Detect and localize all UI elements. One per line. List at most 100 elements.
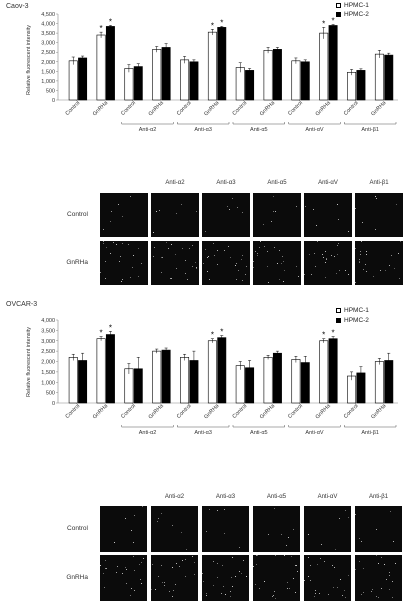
group-label: Anti-αV: [305, 430, 323, 436]
x-tick-label: GnRHa: [148, 403, 166, 421]
legend-hpmc2-bottom: HPMC-2: [336, 317, 369, 324]
micrograph-cell: [355, 555, 402, 601]
legend-swatch-hpmc2: [336, 318, 341, 323]
bar-hpmc-2: [328, 338, 338, 404]
grid-column-header: Anti-α5: [267, 180, 287, 186]
fluorescent-speckle: [100, 241, 101, 242]
bar-hpmc-2: [217, 27, 227, 101]
x-tick-label: Control: [232, 403, 249, 420]
fluorescent-speckle: [253, 506, 254, 507]
caov3-bar-chart: 0 500 1,000 1,500 2,000 2,500 3,000 3,500 4,000 4…: [26, 12, 398, 133]
legend-swatch-hpmc1: [336, 3, 341, 8]
bar-hpmc-1: [374, 53, 384, 101]
y-axis-label: Relative fluorescent intensity: [26, 327, 32, 397]
significance-star: *: [100, 329, 103, 338]
group-label: Anti-α5: [250, 127, 268, 133]
caov3-panel-label: Caov-3: [6, 3, 29, 10]
bar-hpmc-1: [263, 50, 273, 101]
micrograph-cell: [253, 506, 300, 552]
grid-column-header: Anti-α3: [215, 494, 236, 500]
micrograph-cell: [304, 241, 352, 285]
bar-hpmc-2: [272, 49, 282, 101]
bar-hpmc-1: [291, 60, 301, 101]
group-label: Anti-α3: [194, 127, 212, 133]
ovcar3-bar-chart: 0 500 1,000 1,500 2,000 2,500 3,000 3,500 4,000 R…: [26, 318, 398, 436]
fluorescent-speckle: [202, 506, 203, 507]
legend-swatch-hpmc2: [336, 12, 341, 17]
y-tick-label: 4,000: [41, 318, 55, 324]
bar-hpmc-1: [96, 338, 106, 404]
micrograph-cell: [151, 193, 199, 237]
y-tick-label: 1,000: [41, 380, 55, 386]
x-tick-label: GnRHa: [315, 403, 333, 421]
micrograph-cell: [355, 506, 402, 552]
group-label: Anti-β1: [361, 127, 379, 133]
fluorescent-speckle: [304, 241, 305, 242]
caov3-image-grid: Anti-α2 Anti-α3 Anti-α5 Anti-αV Anti-β1 Contr…: [0, 180, 406, 290]
bar-hpmc-2: [356, 70, 366, 101]
group-label: Anti-α3: [194, 430, 212, 436]
fluorescent-speckle: [253, 555, 254, 556]
bar-hpmc-1: [96, 34, 106, 101]
x-tick-label: Control: [176, 403, 193, 420]
bar-hpmc-1: [235, 365, 245, 404]
y-tick-label: 500: [46, 391, 55, 397]
ovcar3-panel-label: OVCAR-3: [6, 301, 38, 308]
grid-column-header: Anti-α3: [216, 180, 236, 186]
grid-row-header: GnRHa: [66, 574, 88, 581]
micrograph-cell: [202, 555, 249, 601]
fluorescent-speckle: [355, 506, 356, 507]
fluorescent-speckle: [355, 193, 356, 194]
micrograph-cell: [100, 506, 147, 552]
bar-hpmc-2: [189, 61, 199, 101]
micrograph-cell: [151, 241, 199, 285]
y-tick-label: 3,500: [41, 328, 55, 334]
x-tick-label: Control: [287, 403, 304, 420]
bar-hpmc-2: [161, 349, 171, 404]
group-label: Anti-α5: [250, 430, 268, 436]
grid-column-header: Anti-αV: [317, 494, 338, 500]
x-tick-label: GnRHa: [92, 100, 110, 118]
x-tick-label: GnRHa: [203, 100, 221, 118]
x-tick-label: Control: [287, 100, 304, 117]
y-tick-label: 3,500: [41, 31, 55, 37]
group-label: Anti-β1: [361, 430, 379, 436]
grid-row-header: Control: [67, 211, 88, 218]
bar-hpmc-2: [217, 337, 227, 404]
x-tick-label: GnRHa: [203, 403, 221, 421]
micrograph-cell: [304, 555, 351, 601]
bar-hpmc-1: [180, 357, 190, 404]
x-tick-label: Control: [65, 100, 82, 117]
micrograph-cell: [202, 193, 250, 237]
x-tick-label: GnRHa: [370, 403, 388, 421]
bar-hpmc-1: [319, 340, 329, 404]
fluorescent-speckle: [253, 241, 254, 242]
legend-swatch-hpmc1: [336, 308, 341, 313]
y-tick-label: 1,000: [41, 79, 55, 85]
micrograph-cell: [151, 555, 198, 601]
fluorescent-speckle: [355, 241, 356, 242]
bar-hpmc-1: [68, 60, 78, 101]
bar-hpmc-1: [347, 71, 357, 101]
group-label: Anti-α2: [139, 430, 157, 436]
grid-column-header: Anti-α2: [164, 494, 185, 500]
grid-column-header: Anti-α5: [266, 494, 287, 500]
micrograph-cell: [202, 506, 249, 552]
x-tick-label: GnRHa: [315, 100, 333, 118]
y-tick-label: 4,000: [41, 22, 55, 28]
fluorescent-speckle: [151, 193, 152, 194]
fluorescent-speckle: [151, 241, 152, 242]
bar-hpmc-2: [300, 61, 310, 101]
y-tick-label: 500: [46, 88, 55, 94]
x-tick-label: Control: [343, 403, 360, 420]
fluorescent-speckle: [202, 241, 203, 242]
x-tick-label: Control: [343, 100, 360, 117]
micrograph-cell: [304, 193, 352, 237]
fluorescent-speckle: [253, 193, 254, 194]
x-tick-label: GnRHa: [92, 403, 110, 421]
significance-star: *: [220, 18, 223, 27]
legend-label-hpmc1: HPMC-1: [344, 307, 369, 314]
legend-label-hpmc1: HPMC-1: [344, 2, 369, 9]
micrograph-cell: [100, 193, 148, 237]
y-tick-label: 3,000: [41, 41, 55, 47]
